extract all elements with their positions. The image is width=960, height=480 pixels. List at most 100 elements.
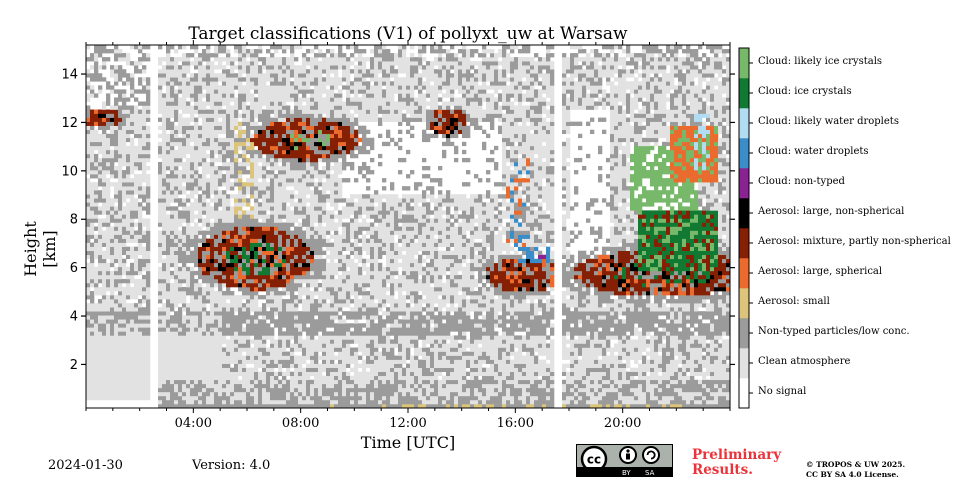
- heat-cell: [86, 117, 91, 122]
- heat-cell: [238, 121, 243, 126]
- heat-cell: [446, 206, 451, 215]
- heat-cell: [490, 157, 495, 163]
- heat-cell: [498, 85, 503, 90]
- heat-cell: [258, 258, 263, 264]
- heat-cell: [442, 149, 447, 159]
- heat-cell: [538, 383, 543, 389]
- heat-cell: [422, 157, 427, 163]
- heat-cell: [370, 399, 375, 409]
- heat-cell: [470, 234, 475, 247]
- heat-cell: [398, 137, 403, 143]
- heat-cell: [526, 182, 531, 187]
- heat-cell: [162, 282, 167, 300]
- heat-cell: [202, 303, 207, 308]
- heat-cell: [174, 234, 179, 239]
- heat-cell: [482, 335, 487, 352]
- heat-cell: [262, 367, 267, 372]
- heat-cell: [338, 210, 343, 215]
- heat-cell: [610, 141, 615, 155]
- heat-cell: [446, 137, 451, 147]
- heat-cell: [158, 319, 163, 324]
- heat-cell: [174, 178, 179, 187]
- heat-cell: [190, 93, 195, 98]
- heat-cell: [238, 145, 243, 151]
- heat-cell: [594, 258, 599, 264]
- heat-cell: [514, 387, 519, 409]
- heat-cell: [198, 282, 203, 288]
- heat-cell: [478, 89, 483, 94]
- heat-cell: [622, 395, 627, 405]
- heat-cell: [442, 198, 447, 203]
- heat-cell: [346, 343, 351, 364]
- heat-cell: [418, 222, 423, 235]
- heat-cell: [338, 234, 343, 251]
- heat-cell: [198, 295, 203, 312]
- heat-cell: [422, 57, 427, 62]
- heat-cell: [450, 250, 455, 256]
- heat-cell: [146, 186, 151, 199]
- heat-cell: [238, 258, 243, 264]
- heat-cell: [206, 222, 211, 227]
- heat-cell: [214, 303, 219, 308]
- heat-cell: [422, 190, 427, 199]
- heat-cell: [354, 210, 359, 219]
- heat-cell: [242, 274, 247, 280]
- heat-cell: [178, 157, 183, 163]
- heat-cell: [342, 242, 347, 247]
- heat-cell: [450, 351, 455, 356]
- heat-cell: [262, 214, 267, 223]
- heat-cell: [418, 194, 423, 203]
- heat-cell: [450, 73, 455, 78]
- heat-cell: [466, 355, 471, 360]
- heat-cell: [402, 234, 407, 239]
- heat-cell: [238, 137, 243, 143]
- heat-cell: [350, 222, 355, 239]
- heat-cell: [522, 242, 527, 247]
- heat-cell: [518, 323, 523, 328]
- heat-cell: [370, 202, 375, 207]
- heat-cell: [598, 97, 603, 102]
- heat-cell: [506, 101, 511, 106]
- heat-cell: [170, 282, 175, 304]
- heat-cell: [434, 222, 439, 235]
- heat-cell: [122, 57, 127, 62]
- heat-cell: [398, 101, 403, 122]
- heat-cell: [618, 270, 623, 276]
- heat-cell: [334, 395, 339, 401]
- heat-cell: [182, 226, 187, 235]
- heat-cell: [434, 403, 439, 409]
- heat-cell: [134, 307, 139, 312]
- heat-cell: [610, 246, 615, 256]
- heat-cell: [294, 141, 299, 147]
- heat-cell: [334, 65, 339, 70]
- heat-cell: [426, 367, 431, 377]
- heat-cell: [514, 222, 519, 231]
- heat-cell: [250, 65, 255, 78]
- heat-cell: [578, 230, 583, 235]
- heat-cell: [226, 222, 231, 231]
- heat-cell: [174, 105, 179, 110]
- heat-cell: [134, 133, 139, 139]
- heat-cell: [322, 258, 327, 272]
- heat-cell: [310, 383, 315, 397]
- heat-cell: [198, 327, 203, 381]
- heat-cell: [330, 137, 335, 155]
- heat-cell: [210, 81, 215, 110]
- heat-cell: [258, 238, 263, 243]
- heat-cell: [490, 299, 495, 304]
- heat-cell: [510, 282, 515, 292]
- heat-cell: [406, 93, 411, 106]
- heat-cell: [298, 395, 303, 405]
- heat-cell: [190, 315, 195, 381]
- heat-cell: [270, 145, 275, 151]
- heat-cell: [310, 81, 315, 86]
- heat-cell: [570, 371, 575, 377]
- heat-cell: [542, 97, 547, 102]
- heat-cell: [102, 198, 107, 203]
- heat-cell: [502, 182, 507, 187]
- heat-cell: [622, 278, 627, 284]
- heat-cell: [102, 311, 107, 316]
- heat-cell: [202, 81, 207, 90]
- heat-cell: [198, 53, 203, 58]
- heat-cell: [494, 65, 499, 70]
